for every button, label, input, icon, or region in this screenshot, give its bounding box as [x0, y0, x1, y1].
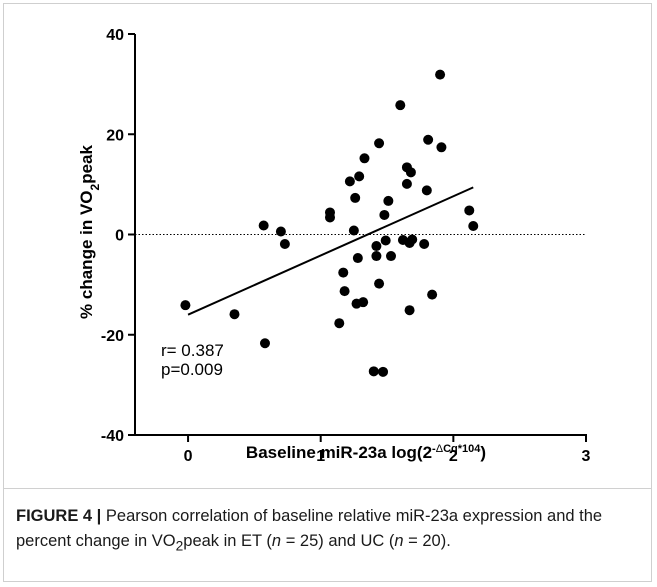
data-point: [352, 253, 363, 264]
x-tick-label: 3: [582, 448, 591, 465]
y-tick-label: -40: [101, 428, 124, 445]
data-point: [259, 338, 270, 349]
data-point: [338, 267, 349, 278]
x-tick-label: 0: [184, 448, 193, 465]
data-point: [229, 309, 240, 320]
stat-p-label: p=0.009: [161, 360, 223, 379]
data-point: [395, 100, 406, 111]
data-point: [348, 225, 359, 236]
data-point: [344, 176, 355, 187]
data-point: [379, 209, 390, 220]
data-point: [180, 300, 191, 311]
data-point: [354, 171, 365, 182]
y-tick-label: -20: [101, 328, 124, 345]
y-tick-label: 40: [106, 27, 124, 44]
data-point: [427, 289, 438, 300]
data-point: [423, 134, 434, 145]
data-point: [358, 297, 369, 308]
y-tick-label: 0: [115, 228, 124, 245]
data-point: [374, 278, 385, 289]
data-point: [407, 234, 418, 245]
stat-r-label: r= 0.387: [161, 341, 224, 360]
data-point: [404, 305, 415, 316]
data-point: [275, 226, 286, 237]
data-point: [468, 220, 479, 231]
data-point: [374, 138, 385, 149]
data-point: [324, 212, 335, 223]
figure-frame: [3, 3, 652, 582]
figure-label: FIGURE 4 |: [16, 507, 102, 525]
data-point: [368, 366, 379, 377]
data-point: [386, 251, 397, 262]
caption-divider: [3, 488, 652, 489]
data-point: [421, 185, 432, 196]
data-point: [435, 69, 446, 80]
data-point: [334, 318, 345, 329]
data-point: [436, 142, 447, 153]
x-tick-label: 2: [449, 448, 458, 465]
data-point: [359, 153, 370, 164]
data-point: [419, 239, 430, 250]
data-point: [380, 235, 391, 246]
figure-caption: FIGURE 4 | Pearson correlation of baseli…: [16, 507, 603, 554]
data-point: [371, 241, 382, 252]
regression-line: [187, 186, 474, 316]
data-point: [258, 220, 269, 231]
data-point: [371, 251, 382, 262]
data-point: [378, 366, 389, 377]
data-point: [339, 286, 350, 297]
data-point: [405, 167, 416, 178]
x-axis-title: Baseline miR-23a log(2-ΔCq*104): [246, 443, 486, 462]
data-point: [279, 239, 290, 250]
x-tick-label: 1: [316, 448, 325, 465]
data-point: [464, 205, 475, 216]
data-point: [383, 195, 394, 206]
data-point: [401, 178, 412, 189]
y-axis-title: % change in VO2peak: [77, 144, 102, 318]
data-point: [350, 192, 361, 203]
y-tick-label: 20: [106, 127, 124, 144]
